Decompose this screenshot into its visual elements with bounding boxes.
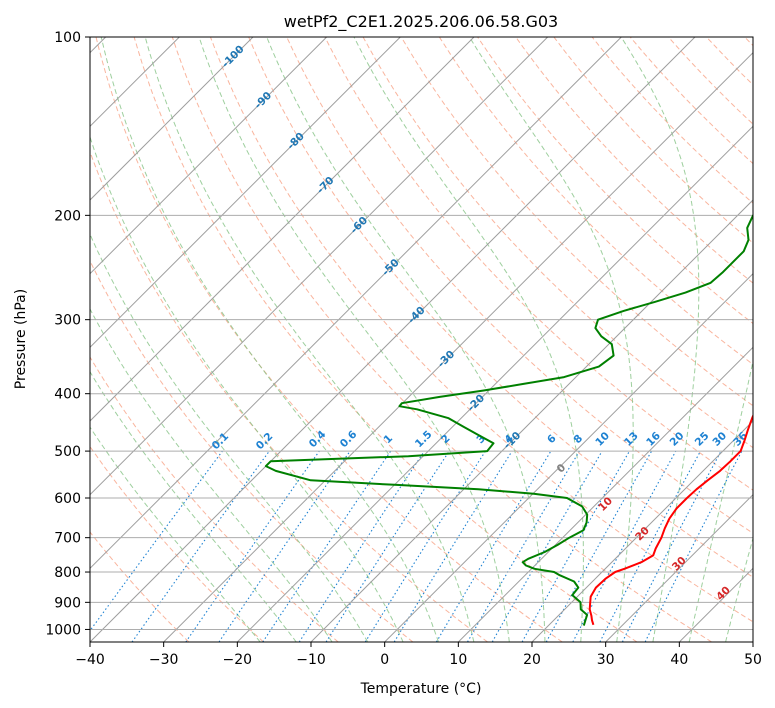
mixing-ratio-line — [218, 450, 351, 642]
chart-title: wetPf2_C2E1.2025.206.06.58.G03 — [284, 12, 558, 32]
isotherm-line — [90, 37, 549, 496]
isotherm-line — [90, 37, 328, 275]
y-tick-label: 500 — [54, 444, 81, 460]
mixing-ratio-line — [325, 450, 450, 642]
moist-adiabat-line — [90, 426, 261, 642]
moist-adiabat-line — [90, 232, 369, 642]
moist-adiabat-line — [90, 135, 404, 642]
isotherm-line — [90, 37, 475, 422]
isotherm-line — [605, 493, 753, 642]
dry-adiabat-line — [90, 259, 414, 642]
temperature-line — [588, 413, 753, 626]
moist-adiabat-line — [266, 37, 546, 642]
mixing-ratio-line — [393, 450, 513, 642]
y-tick-label: 200 — [54, 208, 81, 224]
y-tick-label: 1000 — [45, 622, 81, 638]
dry-adiabat-line — [90, 356, 339, 642]
y-tick-label: 900 — [54, 595, 81, 611]
dry-adiabat-line — [438, 37, 753, 366]
x-tick-label: −30 — [149, 652, 179, 668]
moist-adiabat-line — [198, 37, 510, 642]
moist-adiabat-line — [90, 308, 333, 642]
isotherm-line — [90, 37, 254, 201]
y-tick-label: 400 — [54, 387, 81, 403]
isotherm-line — [384, 272, 753, 642]
mixing-ratio-line — [644, 450, 743, 642]
dry-adiabat-line — [133, 37, 638, 642]
moist-adiabat-line — [620, 37, 700, 642]
x-tick-label: 10 — [449, 652, 467, 668]
y-tick-label: 100 — [54, 30, 81, 46]
mixing-ratio-line — [572, 450, 677, 642]
dry-adiabat-line — [210, 37, 753, 623]
isotherm-line — [457, 346, 753, 642]
dry-adiabat-line — [553, 37, 753, 244]
isobars — [90, 37, 753, 630]
isotherm-line — [310, 199, 753, 642]
x-tick-label: 0 — [380, 652, 389, 668]
x-tick-label: 50 — [744, 652, 762, 668]
isotherm-line — [90, 37, 622, 570]
y-tick-label: 600 — [54, 491, 81, 507]
dry-adiabat-line — [248, 37, 753, 578]
y-tick-label: 800 — [54, 565, 81, 581]
x-tick-label: −20 — [223, 652, 253, 668]
moist-adiabat-line — [353, 37, 584, 642]
plot-frame — [89, 36, 754, 643]
isotherm-line — [236, 125, 753, 642]
moist-adiabat-line — [688, 358, 753, 642]
isotherm-line — [163, 51, 753, 642]
profile-series — [264, 214, 753, 626]
dry-adiabat-line — [90, 531, 190, 642]
isotherm-line — [90, 37, 401, 349]
mixing-ratio-line — [90, 450, 223, 632]
moist-adiabat-line — [725, 536, 753, 642]
mixing-ratio-line — [298, 450, 425, 642]
mixing-ratio-line — [545, 450, 653, 642]
mixing-ratio-line — [521, 450, 630, 642]
x-axis-title: Temperature (°C) — [360, 681, 482, 697]
mixing-ratio-lines — [90, 450, 743, 642]
moist-adiabat-line — [144, 37, 475, 642]
mixing-ratio-line — [262, 450, 392, 642]
dry-adiabat-line — [629, 37, 753, 165]
x-tick-label: 40 — [670, 652, 688, 668]
x-tick-label: −40 — [75, 652, 105, 668]
x-tick-label: −10 — [296, 652, 326, 668]
y-tick-label: 700 — [54, 531, 81, 547]
dewpoint-line — [264, 214, 753, 626]
isotherms — [90, 37, 753, 642]
dry-adiabat-line — [400, 37, 753, 407]
dry-adiabat-line — [477, 37, 753, 325]
isotherm-line — [90, 37, 696, 642]
dry-adiabat-line — [324, 37, 753, 491]
y-tick-label: 300 — [54, 313, 81, 329]
y-axis-ticks: 1000 900 800 700 600 500 400 300 200 100 — [45, 30, 90, 638]
mixing-ratio-line — [131, 450, 270, 642]
x-tick-label: 30 — [597, 652, 615, 668]
dry-adiabat-line — [95, 37, 563, 642]
moist-adiabat-line — [100, 37, 439, 642]
y-axis-title: Pressure (hPa) — [13, 289, 29, 389]
mixing-ratio-line — [185, 450, 320, 642]
dry-adiabats — [90, 37, 753, 642]
x-axis-ticks: −40 −30 −20 −10 0 10 20 30 40 50 — [75, 642, 762, 668]
x-tick-label: 20 — [523, 652, 541, 668]
dry-adiabat-line — [362, 37, 753, 449]
moist-adiabats — [90, 37, 753, 642]
isotherm-line — [531, 420, 753, 642]
